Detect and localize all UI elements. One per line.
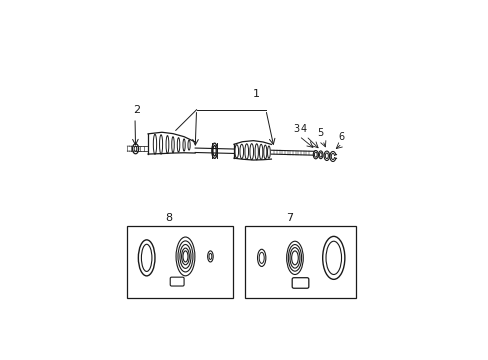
Text: 2: 2	[133, 105, 140, 115]
Text: 3: 3	[293, 124, 299, 134]
Bar	[127, 226, 232, 298]
Text: 8: 8	[165, 213, 172, 223]
Text: 4: 4	[300, 124, 306, 134]
Text: 6: 6	[338, 132, 344, 141]
Text: 7: 7	[285, 213, 292, 223]
Bar	[244, 226, 355, 298]
Text: 5: 5	[317, 128, 323, 138]
Text: 1: 1	[252, 89, 259, 99]
